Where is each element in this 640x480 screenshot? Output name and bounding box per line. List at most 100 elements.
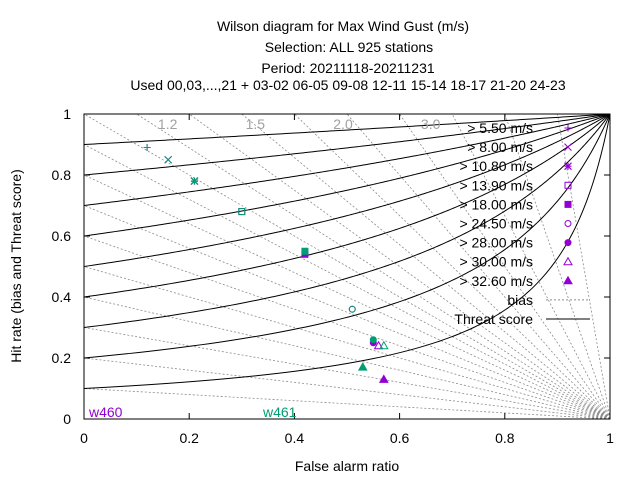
- title-line-1: Wilson diagram for Max Wind Gust (m/s): [217, 18, 469, 34]
- point-w461-square-open: [238, 208, 246, 216]
- legend-marker-star: [564, 162, 572, 171]
- point-w461-cross: [164, 155, 173, 164]
- point-w461-triangle-filled: [357, 362, 368, 371]
- bias-ray-top-7: [451, 114, 610, 419]
- point-w461-square-open-shape: [238, 208, 246, 216]
- y-tick-label-2: 0.4: [52, 289, 72, 305]
- legend-label-8: > 32.60 m/s: [459, 273, 533, 289]
- x-tick-label-1: 0.2: [179, 430, 199, 446]
- x-tick-label-0: 0: [80, 430, 88, 446]
- x-tick-label-3: 0.6: [390, 430, 410, 446]
- legend-marker-cross: [564, 143, 572, 151]
- point-w461-triangle-filled-shape: [357, 362, 368, 371]
- legend-label-0: > 5.50 m/s: [467, 120, 533, 136]
- point-w461-cross-shape: [164, 155, 173, 164]
- point-w461-triangle-open-shape: [378, 340, 389, 350]
- threat-score-curve-5: [84, 114, 610, 237]
- legend-marker-circle-filled: [564, 239, 572, 247]
- bias-ray-top-9: [557, 114, 610, 419]
- threat-score-curve-4: [84, 114, 610, 267]
- bias-label-2: 2.0: [333, 116, 353, 132]
- title-line-3: Period: 20211118-20211231: [261, 60, 435, 76]
- point-w461-circle-open-shape: [348, 305, 356, 313]
- axis-ticks: 0 0.2 0.4 0.6 0.8 1 0 0.2 0.4 0.6 0.8 1: [52, 106, 615, 446]
- title-line-4: Used 00,03,...,21 + 03-02 06-05 09-08 12…: [130, 77, 565, 93]
- legend-marker-star-shape: [564, 162, 572, 171]
- legend-marker-circle-open-shape: [564, 220, 572, 227]
- point-w461-square-filled: [301, 247, 309, 255]
- bias-ray-left-3: [84, 296, 610, 419]
- legend-label-4: > 18.00 m/s: [459, 196, 533, 212]
- x-tick-label-5: 1: [606, 430, 614, 446]
- bias-ray-top-4: [294, 114, 610, 419]
- point-w460-triangle-open: [373, 340, 384, 350]
- bias-ray-left-8: [84, 144, 610, 419]
- point-w461-star-shape: [190, 177, 199, 186]
- legend-marker-triangle-open-shape: [563, 256, 573, 266]
- bias-ray-left-2: [84, 327, 610, 419]
- bias-ray-top-2: [188, 114, 610, 419]
- legend-label-bias: bias: [507, 292, 533, 308]
- legend-label-1: > 8.00 m/s: [467, 139, 533, 155]
- data-points: [143, 144, 389, 383]
- bias-ray-left-0: [84, 388, 610, 419]
- y-tick-label-4: 0.8: [52, 167, 72, 183]
- x-tick-label-4: 0.8: [495, 430, 515, 446]
- bias-ray-top-1: [136, 114, 610, 419]
- threat-score-curve-8: [84, 114, 610, 145]
- bias-ray-left-1: [84, 357, 610, 419]
- legend-label-5: > 24.50 m/s: [459, 216, 533, 232]
- y-axis-label: Hit rate (bias and Threat score): [8, 169, 24, 363]
- legend-marker-square-filled-shape: [564, 200, 572, 208]
- chart-title: Wilson diagram for Max Wind Gust (m/s) S…: [130, 18, 565, 93]
- bias-ray-left-4: [84, 266, 610, 419]
- series-label-w461: w461: [262, 404, 297, 420]
- bias-label-0: 1.2: [158, 116, 178, 132]
- legend-label-7: > 30.00 m/s: [459, 254, 533, 270]
- plot-area: 1.2 1.5 2.0 3.0: [84, 114, 610, 419]
- legend-marker-cross-shape: [564, 143, 572, 151]
- point-w461-triangle-open: [378, 340, 389, 350]
- legend-marker-square-open: [564, 181, 572, 189]
- point-w460-triangle-filled: [378, 374, 389, 383]
- legend-marker-square-filled: [564, 200, 572, 208]
- point-w461-plus: [143, 144, 151, 152]
- y-tick-label-5: 1: [63, 106, 71, 122]
- y-tick-label-3: 0.6: [52, 228, 72, 244]
- point-w461-circle-open: [348, 305, 356, 313]
- threat-score-curve-7: [84, 114, 610, 176]
- bias-ray-left-6: [84, 205, 610, 419]
- point-w460-triangle-open-shape: [373, 340, 384, 350]
- point-w461-star: [190, 177, 199, 186]
- bias-ray-top-3: [241, 114, 610, 419]
- plot-clipped-group: [84, 114, 610, 419]
- legend: > 5.50 m/s > 8.00 m/s > 10.80 m/s > 13.90 m…: [454, 120, 590, 327]
- plot-frame: [83, 113, 611, 420]
- bias-ray-top-0: [84, 114, 610, 419]
- legend-label-6: > 28.00 m/s: [459, 235, 533, 251]
- bias-ray-top-6: [399, 114, 610, 419]
- point-w461-plus-shape: [143, 144, 151, 152]
- point-w461-square-filled-shape: [301, 247, 309, 255]
- legend-label-2: > 10.80 m/s: [459, 158, 533, 174]
- y-tick-label-1: 0.2: [52, 350, 72, 366]
- legend-label-3: > 13.90 m/s: [459, 177, 533, 193]
- point-w461-circle-filled-shape: [369, 336, 377, 344]
- legend-marker-square-open-shape: [564, 181, 572, 189]
- bias-ray-top-8: [504, 114, 610, 419]
- legend-marker-circle-filled-shape: [564, 239, 572, 247]
- y-tick-label-0: 0: [63, 411, 71, 427]
- bias-ray-left-7: [84, 174, 610, 419]
- legend-marker-triangle-open: [563, 256, 573, 266]
- bias-label-1: 1.5: [246, 116, 266, 132]
- threat-score-curve-0: [84, 114, 610, 389]
- legend-marker-circle-open: [564, 220, 572, 227]
- bias-ray-left-5: [84, 235, 610, 419]
- point-w461-circle-filled: [369, 336, 377, 344]
- title-line-2: Selection: ALL 925 stations: [265, 39, 433, 55]
- x-tick-label-2: 0.4: [285, 430, 305, 446]
- threat-score-curve-6: [84, 114, 610, 206]
- legend-marker-triangle-filled: [563, 275, 573, 285]
